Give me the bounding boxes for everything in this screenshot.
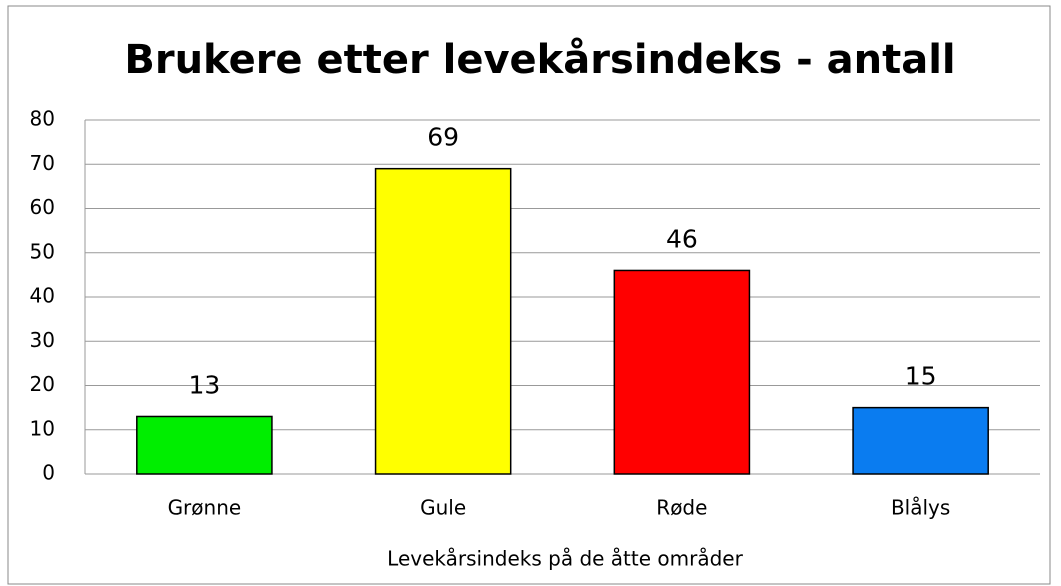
- y-tick-label: 60: [30, 195, 55, 219]
- x-tick-label: Blålys: [891, 496, 950, 520]
- x-tick-label: Gule: [420, 496, 466, 520]
- data-label: 46: [666, 224, 698, 253]
- y-tick-label: 80: [30, 107, 55, 131]
- y-tick-label: 50: [30, 239, 55, 263]
- y-tick-label: 10: [30, 416, 55, 440]
- chart-title: Brukere etter levekårsindeks - antall: [124, 36, 955, 83]
- y-tick-label: 20: [30, 372, 55, 396]
- data-label: 69: [427, 123, 459, 152]
- y-tick-label: 70: [30, 151, 55, 175]
- bar: [374, 167, 512, 475]
- y-tick-label: 0: [42, 461, 55, 485]
- x-tick-label: Grønne: [168, 496, 242, 520]
- bar: [852, 406, 989, 475]
- y-tick-label: 40: [30, 284, 55, 308]
- x-tick-label: Røde: [656, 496, 707, 520]
- bar: [613, 269, 751, 475]
- y-tick-label: 30: [30, 328, 55, 352]
- bar: [136, 415, 273, 475]
- x-axis-label: Levekårsindeks på de åtte områder: [387, 547, 743, 571]
- chart-frame: [7, 5, 1051, 585]
- data-label: 15: [905, 362, 937, 391]
- data-label: 13: [188, 370, 220, 399]
